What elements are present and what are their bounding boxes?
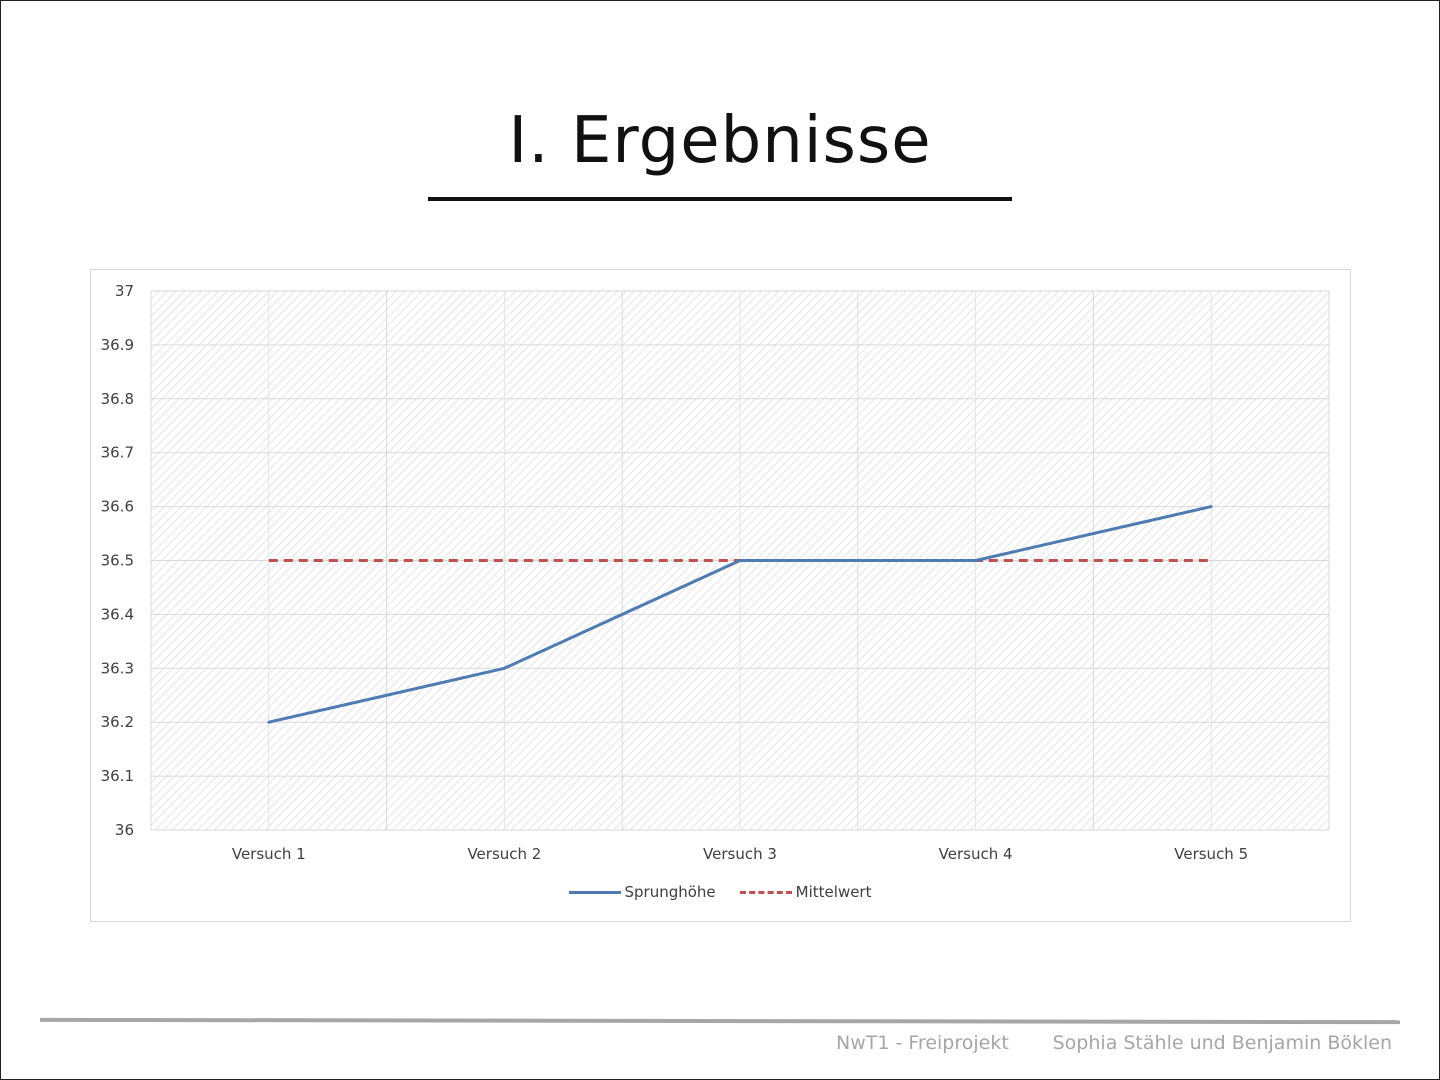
y-tick-label: 36.8 xyxy=(101,390,134,408)
y-tick-label: 36.6 xyxy=(101,498,134,516)
x-tick-label: Versuch 5 xyxy=(1174,845,1248,863)
legend-swatch-solid xyxy=(568,890,621,894)
legend-swatch-dashed xyxy=(739,890,792,894)
y-tick-label: 36 xyxy=(115,821,134,839)
y-axis-ticks: 36 36.1 36.2 36.3 36.4 36.5 36.6 36.7 36.8 36.9 37 xyxy=(101,282,134,839)
x-axis-ticks: Versuch 1 Versuch 2 Versuch 3 Versuch 4 Vers… xyxy=(232,845,1248,863)
chart-legend: Sprunghöhe Mittelwert xyxy=(0,883,1440,901)
y-tick-label: 36.9 xyxy=(101,336,134,354)
y-tick-label: 36.3 xyxy=(101,659,134,677)
y-tick-label: 37 xyxy=(115,282,134,300)
slide-title: I. Ergebnisse xyxy=(508,104,932,178)
y-tick-label: 36.5 xyxy=(101,552,134,570)
x-tick-label: Versuch 2 xyxy=(467,845,541,863)
footer-course: NwT1 - Freiprojekt xyxy=(836,1032,1009,1054)
legend-label-mittelwert: Mittelwert xyxy=(795,883,872,901)
legend-label-sprunghoehe: Sprunghöhe xyxy=(624,883,716,901)
title-underline xyxy=(428,197,1012,201)
y-tick-label: 36.1 xyxy=(101,767,134,785)
footer-authors: Sophia Stähle und Benjamin Böklen xyxy=(1052,1032,1392,1054)
legend-item-sprunghoehe: Sprunghöhe xyxy=(568,883,716,901)
series-lines xyxy=(267,505,1213,724)
x-tick-label: Versuch 1 xyxy=(232,845,306,863)
y-tick-label: 36.2 xyxy=(101,713,134,731)
x-tick-label: Versuch 4 xyxy=(939,845,1013,863)
y-tick-label: 36.4 xyxy=(101,605,134,623)
x-tick-label: Versuch 3 xyxy=(703,845,777,863)
legend-item-mittelwert: Mittelwert xyxy=(739,883,872,901)
y-tick-label: 36.7 xyxy=(101,444,134,462)
